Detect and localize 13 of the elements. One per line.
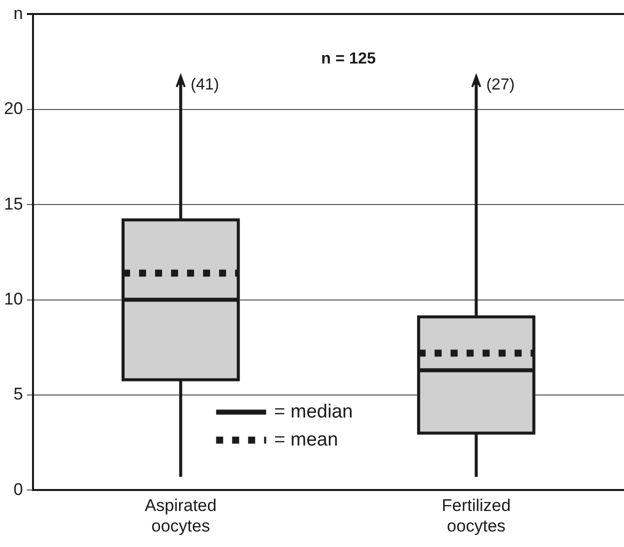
y-tick-label: 15 — [4, 194, 23, 214]
annotation: = median — [274, 401, 353, 422]
y-tick-label: 5 — [13, 384, 23, 404]
x-tick-label: Aspirated oocytes — [144, 496, 217, 536]
y-tick-label: 20 — [4, 99, 23, 118]
x-tick-label: Fertilized oocytes — [442, 496, 511, 536]
annotation: (27) — [486, 76, 515, 94]
annotation: (41) — [190, 76, 220, 94]
text: n = 125 — [321, 50, 376, 68]
y-tick-label: 0 — [13, 480, 23, 499]
y-tick-label: 10 — [4, 289, 23, 308]
annotation: = mean — [274, 429, 338, 450]
y-tick-label: n — [13, 4, 23, 23]
